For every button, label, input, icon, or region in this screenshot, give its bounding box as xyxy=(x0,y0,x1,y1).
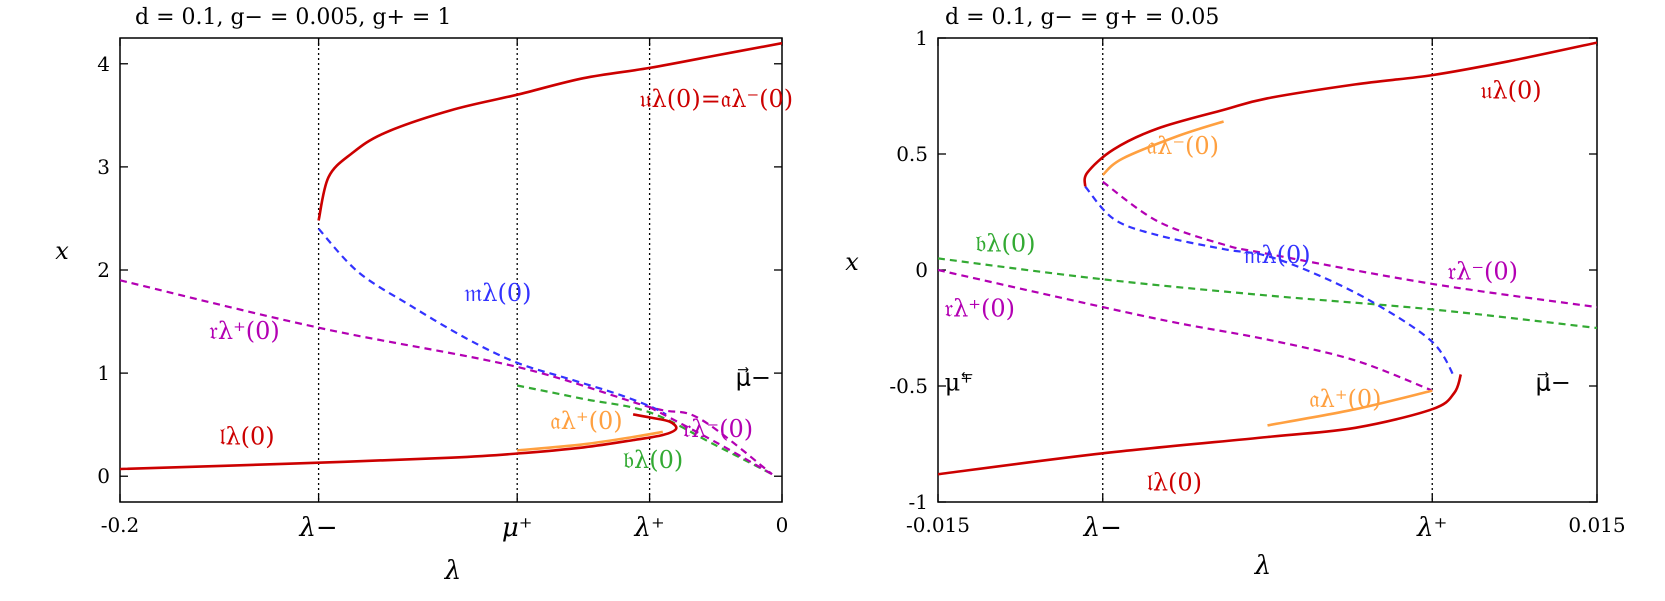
series-l-line xyxy=(120,413,678,471)
x-tick-label: λ− xyxy=(1083,513,1122,543)
right-chart-title: d = 0.1, g− = g+ = 0.05 xyxy=(945,5,1219,30)
right-chart-xlabel: λ xyxy=(1254,551,1271,581)
y-tick-label: 0 xyxy=(915,258,928,282)
series-a_plus-line xyxy=(517,430,664,452)
series-r_minus-line xyxy=(1102,180,1597,309)
x-tick-label: μ⁺ xyxy=(502,513,533,543)
left-chart-xlabel: λ xyxy=(444,556,461,586)
x-tick-label: 0 xyxy=(776,513,789,537)
x-tick-label: 0.015 xyxy=(1568,513,1625,537)
y-tick-label: 3 xyxy=(97,155,110,179)
x-tick-label: -0.2 xyxy=(101,513,140,537)
label-r_plus: 𝔯λ⁺(0) xyxy=(209,317,279,345)
x-tick-label: λ⁺ xyxy=(1416,513,1447,543)
label-l: 𝔩λ(0) xyxy=(219,422,274,450)
label-a_minus: 𝔞λ⁻(0) xyxy=(1147,132,1219,160)
x-tick-label: -0.015 xyxy=(906,513,970,537)
x-tick-label: λ⁺ xyxy=(633,513,664,543)
y-tick-label: 2 xyxy=(97,258,110,282)
label-mu_minus: μ⃗− xyxy=(1535,369,1570,397)
y-tick-label: 0.5 xyxy=(896,142,928,166)
label-r_minus: 𝔯λ⁻(0) xyxy=(683,415,753,443)
series-a_plus-line xyxy=(1267,389,1433,427)
right-chart-marks: -0.015 λ− λ⁺ 0.015 -1 -0.5 0 0.5 1 𝔲λ(0) 𝔞λ⁻(0) 𝔟λ(… xyxy=(889,26,1625,543)
series-m-line xyxy=(317,228,667,416)
series-l-line xyxy=(938,373,1463,476)
series-r_minus-line xyxy=(649,406,773,476)
y-tick-label: -1 xyxy=(909,490,928,514)
y-tick-label: 1 xyxy=(97,361,110,385)
y-tick-label: 4 xyxy=(97,52,110,76)
label-a_plus: 𝔞λ⁺(0) xyxy=(1309,385,1381,413)
label-m: 𝔪λ(0) xyxy=(464,279,531,307)
series-a_minus-line xyxy=(1101,120,1224,176)
series-m-line xyxy=(1084,185,1456,378)
label-a_plus: 𝔞λ⁺(0) xyxy=(550,407,622,435)
label-mu_minus: μ⃗− xyxy=(736,363,771,391)
x-tick-label: λ− xyxy=(298,513,337,543)
series-u-line xyxy=(1083,41,1597,187)
y-tick-label: 0 xyxy=(97,464,110,488)
label-u: 𝔲λ(0)=𝔞λ⁻(0) xyxy=(640,85,793,113)
series-b-line xyxy=(938,257,1597,330)
label-u: 𝔲λ(0) xyxy=(1481,76,1542,104)
left-chart: d = 0.1, g− = 0.005, g+ = 1 x λ -0.2 λ− μ⁺… xyxy=(55,5,793,586)
label-l: 𝔩λ(0) xyxy=(1147,468,1202,496)
series-b-line xyxy=(516,384,773,476)
y-tick-label: 1 xyxy=(915,26,928,50)
label-r_minus: 𝔯λ⁻(0) xyxy=(1448,257,1518,285)
right-chart: d = 0.1, g− = g+ = 0.05 x λ -0.015 λ− λ⁺ 0.… xyxy=(845,5,1625,581)
label-r_plus: 𝔯λ⁺(0) xyxy=(945,294,1015,322)
left-chart-marks: -0.2 λ− μ⁺ λ⁺ 0 0 1 2 3 4 𝔲λ(0)=𝔞λ⁻(0) 𝔪λ(0) 𝔯λ⁺(0) 𝔩… xyxy=(97,37,793,543)
label-m: 𝔪λ(0) xyxy=(1243,241,1310,269)
series-r_plus-line xyxy=(938,268,1433,392)
left-chart-ylabel: x xyxy=(55,237,69,265)
series-u-line xyxy=(317,41,782,221)
label-b: 𝔟λ(0) xyxy=(623,446,683,474)
label-b: 𝔟λ(0) xyxy=(975,229,1035,257)
label-mu_plus: μ⁺⃖ xyxy=(945,369,973,397)
y-tick-label: -0.5 xyxy=(889,374,928,398)
right-chart-ylabel: x xyxy=(845,248,859,276)
left-chart-title: d = 0.1, g− = 0.005, g+ = 1 xyxy=(135,5,451,30)
